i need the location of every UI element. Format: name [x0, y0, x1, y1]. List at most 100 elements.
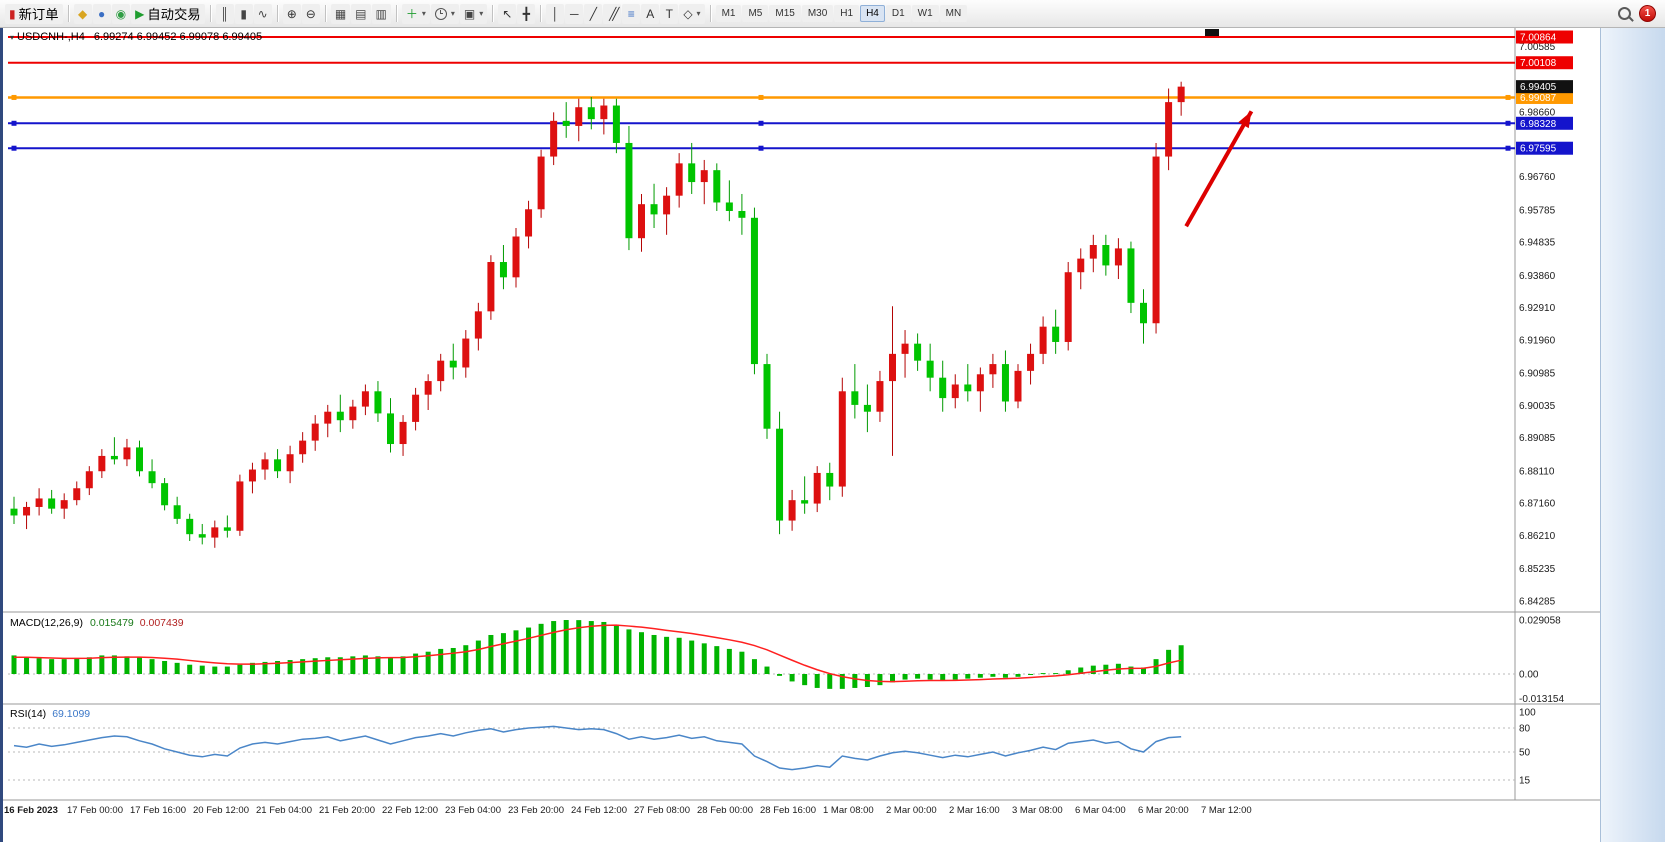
macd-value: 0.015479 — [89, 617, 134, 629]
zoom-out-button[interactable]: ⊖ — [301, 3, 320, 24]
label-tool-button[interactable]: T — [660, 3, 679, 24]
candle-body — [286, 454, 294, 472]
timeframe-m1-button[interactable]: M1 — [715, 5, 742, 22]
notification-badge[interactable]: 1 — [1639, 5, 1656, 22]
trend-arrow-head[interactable] — [1238, 111, 1252, 129]
metaeditor-button[interactable]: ◆ — [73, 3, 92, 24]
chart-shift-marker[interactable] — [1205, 29, 1219, 36]
macd-bar — [827, 674, 833, 689]
candle-body — [161, 483, 169, 506]
macd-bar — [1015, 674, 1021, 677]
candle-body — [336, 411, 344, 421]
macd-bar — [952, 674, 958, 680]
macd-bar — [1053, 673, 1059, 675]
vertical-line-tool-button[interactable]: │ — [546, 3, 565, 24]
trendline-icon: ╱ — [589, 6, 597, 21]
line-chart-mode-button[interactable]: ∿ — [253, 3, 272, 24]
shapes-tool-button[interactable]: ◇ ▾ — [679, 3, 705, 24]
chevron-down-icon: ▾ — [421, 9, 426, 18]
timeframe-m5-button[interactable]: M5 — [742, 5, 769, 22]
macd-bar — [350, 656, 356, 674]
zoom-in-icon: ⊕ — [286, 6, 297, 21]
zoom-in-button[interactable]: ⊕ — [282, 3, 301, 24]
candle-body — [60, 500, 68, 509]
candle-body — [198, 534, 206, 538]
candle-body — [838, 391, 846, 487]
level-handle[interactable] — [1505, 120, 1511, 126]
level-handle[interactable] — [758, 145, 764, 151]
autotrading-button[interactable]: ▶ 自动交易 — [131, 3, 205, 24]
macd-bar — [1078, 667, 1084, 674]
level-handle[interactable] — [758, 94, 764, 100]
play-icon: ▶ — [135, 6, 145, 21]
trendline-tool-button[interactable]: ╱ — [584, 3, 603, 24]
toolbar-separator — [324, 5, 326, 22]
price-tick: 6.91960 — [1519, 335, 1556, 346]
chart-background — [0, 27, 1665, 842]
level-handle[interactable] — [1505, 145, 1511, 151]
chart-symbol-period: USDCNH-,H4 — [17, 31, 85, 43]
level-handle[interactable] — [11, 145, 17, 151]
market-watch-button[interactable]: ● — [92, 3, 111, 24]
macd-bar — [450, 647, 456, 674]
timeframe-d1-button[interactable]: D1 — [885, 5, 911, 22]
candle-body — [612, 105, 620, 143]
timeframe-m15-button[interactable]: M15 — [769, 5, 801, 22]
macd-bar — [814, 674, 820, 688]
timeframe-m30-button[interactable]: M30 — [801, 5, 834, 22]
level-price-label-box — [1516, 90, 1573, 104]
label-icon: T — [665, 6, 673, 21]
timeframe-h4-button[interactable]: H4 — [860, 5, 885, 22]
arrange-windows-button[interactable]: ▥ — [371, 3, 391, 24]
toolbar-separator — [709, 5, 711, 22]
macd-bar — [61, 659, 67, 674]
tile-windows-button[interactable]: ▦ — [330, 3, 351, 24]
candle-body — [1102, 245, 1110, 266]
level-handle[interactable] — [11, 120, 17, 126]
trend-arrow-shaft[interactable] — [1184, 110, 1254, 228]
toolbar-separator — [276, 5, 278, 22]
candle-body — [725, 202, 733, 211]
bar-chart-mode-button[interactable]: ║ — [215, 3, 234, 24]
candle-body — [1014, 370, 1022, 402]
level-handle[interactable] — [1505, 94, 1511, 100]
new-order-button[interactable]: ▮ 新订单 — [5, 3, 63, 24]
templates-button[interactable]: ▣ ▾ — [459, 3, 488, 24]
channel-tool-button[interactable]: ╱╱ — [603, 3, 622, 24]
timeframe-h1-button[interactable]: H1 — [834, 5, 860, 22]
candle-body — [675, 163, 683, 196]
macd-signal-value: 0.007439 — [139, 617, 184, 629]
candle-body — [474, 311, 482, 339]
horizontal-line-tool-button[interactable]: ─ — [565, 3, 584, 24]
chevron-down-icon: ▾ — [696, 9, 701, 18]
timeframe-w1-button[interactable]: W1 — [911, 5, 939, 22]
cursor-tool-button[interactable]: ↖ — [498, 3, 517, 24]
candle-chart-mode-button[interactable]: ▮ — [234, 3, 253, 24]
level-handle[interactable] — [11, 94, 17, 100]
toolbar-separator — [209, 5, 211, 22]
crosshair-tool-button[interactable]: ╋ — [517, 3, 536, 24]
cascade-windows-button[interactable]: ▤ — [351, 3, 371, 24]
level-price-label: 7.00108 — [1520, 58, 1557, 69]
candle-body — [763, 364, 771, 429]
periods-button[interactable]: ▾ — [430, 3, 459, 24]
level-handle[interactable] — [758, 120, 764, 126]
new-chart-button[interactable]: ＋ ▾ — [401, 3, 430, 24]
candle-body — [625, 142, 633, 239]
price-tick: 6.87160 — [1519, 499, 1556, 510]
macd-bar — [24, 657, 30, 674]
price-tick: 6.88110 — [1519, 466, 1555, 477]
text-tool-button[interactable]: A — [641, 3, 660, 24]
sound-alerts-button[interactable]: ◉ — [111, 3, 131, 24]
candle-body — [1089, 245, 1097, 259]
fibonacci-tool-button[interactable]: ≡ — [622, 3, 641, 24]
candles-icon: ▮ — [240, 6, 247, 21]
text-icon: A — [646, 6, 655, 21]
candle-body — [914, 343, 922, 361]
search-icon[interactable] — [1618, 7, 1631, 20]
candle-body — [424, 381, 432, 395]
macd-bar — [111, 655, 117, 674]
macd-bar — [1166, 649, 1172, 674]
timeframe-mn-button[interactable]: MN — [939, 5, 968, 22]
